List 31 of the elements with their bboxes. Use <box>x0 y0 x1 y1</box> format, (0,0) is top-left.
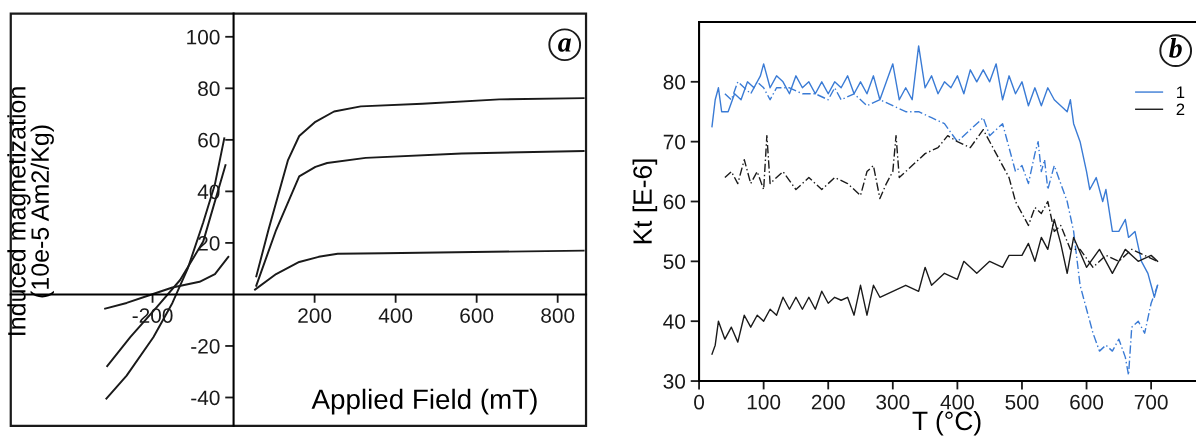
x-tick-label: 0 <box>694 394 705 410</box>
y-tick-label: 80 <box>663 74 686 90</box>
legend-label: 2 <box>1176 103 1185 116</box>
y-tick-label: 60 <box>663 194 686 210</box>
x-tick-label: 600 <box>1070 394 1104 410</box>
y-axis-title: Induced magnetization (10e-5 Am2/Kg) <box>7 87 54 335</box>
x-tick-label: 800 <box>541 308 575 323</box>
x-tick-label: 300 <box>876 394 910 410</box>
x-tick-label: 200 <box>298 308 332 323</box>
y-tick-label: 70 <box>663 134 686 150</box>
y-tick-label: 50 <box>663 254 686 270</box>
y-tick-label: 80 <box>198 81 220 97</box>
y-axis-title: Kt [E-6] <box>632 159 658 244</box>
x-tick-label: 700 <box>1134 394 1168 410</box>
x-tick-label: 600 <box>460 308 494 323</box>
x-tick-label: 400 <box>378 308 413 323</box>
x-tick-label: 200 <box>811 394 845 410</box>
y-tick-label: 40 <box>663 314 686 329</box>
x-tick-label: 500 <box>1005 394 1039 410</box>
x-axis-title: Applied Field (mT) <box>311 388 537 415</box>
y-tick-label: -40 <box>191 390 220 406</box>
x-axis-title: T (°C) <box>912 410 981 436</box>
y-tick-label: -20 <box>191 338 220 354</box>
y-tick-label: 100 <box>187 29 220 45</box>
y-tick-label: 30 <box>663 374 686 389</box>
legend-label: 1 <box>1177 86 1185 98</box>
annotation: b <box>1169 38 1182 58</box>
x-tick-label: 100 <box>747 394 781 410</box>
x-tick-label: 400 <box>940 394 974 410</box>
annotation: a <box>558 38 571 52</box>
y-tick-label: 60 <box>198 132 220 148</box>
